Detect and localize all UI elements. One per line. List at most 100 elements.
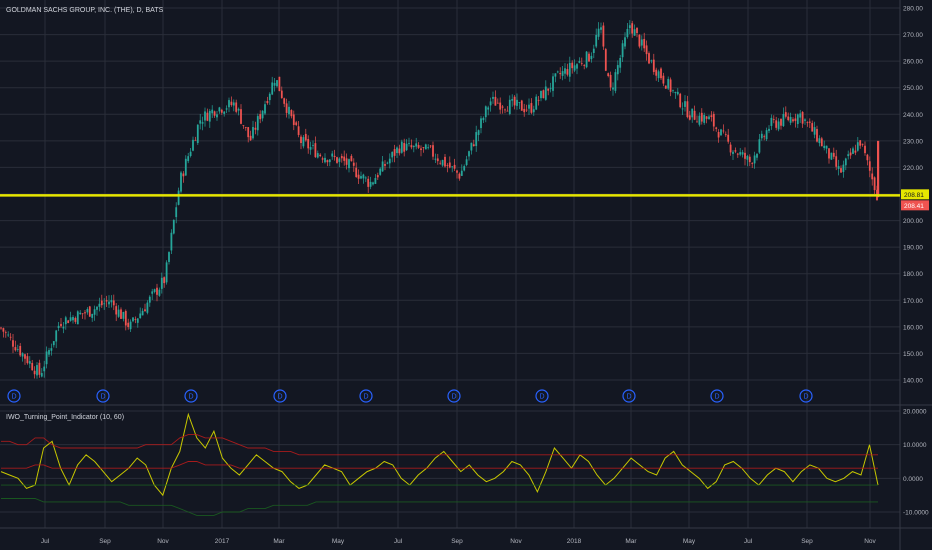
candle-body [189,151,192,157]
dividend-marker[interactable] [710,389,724,403]
candle-body [110,300,113,303]
candle-body [182,173,185,177]
candle-body [854,150,857,153]
candle-body [244,127,247,128]
candle-body [139,313,142,319]
candle-body [396,147,398,153]
candle-body [9,336,12,338]
price-tick-label: 270.00 [903,32,923,39]
candle-body [489,101,492,106]
candle-body [556,71,559,73]
candle-body [782,114,785,127]
candle-body [672,90,674,92]
candle-body [424,144,427,150]
candle-body [808,121,811,123]
candle-body [100,300,103,306]
candle-body [252,127,254,139]
candle-body [172,219,175,234]
candle-body [96,306,98,310]
candle-body [129,321,132,330]
price-badge-yellow [901,189,929,200]
candle-body [523,108,526,113]
candle-body [369,181,372,187]
candle-body [192,139,194,151]
candle-body [686,101,689,118]
candle-body [328,159,331,163]
candle-body [364,177,367,179]
candle-body [408,143,410,144]
candle-body [7,334,10,336]
price-candles [0,20,880,379]
time-axis: Jul Sep Nov 2017 Mar May Jul Sep Nov 2018 Mar May Ju… [41,538,877,545]
dividend-marker[interactable] [273,389,287,403]
price-tick-label: 240.00 [903,112,923,119]
candle-body [429,145,432,147]
candle-body [583,64,586,66]
price-badges: 208.81 208.41 [901,189,929,211]
candle-body [134,319,137,320]
candle-body [218,107,221,112]
candle-body [434,158,437,160]
candle-body [367,178,370,187]
candle-body [640,39,643,46]
candle-body [417,145,420,148]
candle-body [600,27,602,30]
candle-body [403,143,406,152]
time-tick-label: May [332,538,345,545]
candle-body [256,116,259,131]
price-tick-label: 160.00 [903,324,923,331]
candle-body [492,96,494,99]
dividend-marker[interactable] [96,389,110,403]
dividend-marker[interactable] [7,389,21,403]
candle-body [304,133,307,141]
dividend-marker[interactable] [359,389,373,403]
candle-body [50,348,53,351]
dividend-marker[interactable] [622,389,636,403]
dividend-marker[interactable] [799,389,813,403]
candle-body [852,148,854,154]
candle-body [657,71,660,79]
candle-body [444,156,446,167]
candle-body [676,91,679,95]
candle-body [427,147,430,149]
candle-body [326,160,329,163]
candle-body [799,113,802,118]
candle-body [211,109,214,114]
dividend-marker-label: D [451,394,456,401]
candle-body [496,102,499,104]
candle-body [626,28,629,38]
candle-body [504,109,506,111]
candle-body [48,350,50,355]
candle-body [69,317,72,321]
dividend-marker[interactable] [535,389,549,403]
candle-body [302,137,305,147]
dividend-marker-label: D [277,394,282,401]
candle-body [866,154,869,161]
candle-body [312,145,314,146]
candle-body [374,178,377,184]
candle-body [696,121,698,123]
candle-body [62,326,65,329]
candle-body [592,48,595,53]
candle-body [91,313,94,318]
candle-body [612,87,614,90]
candle-body [331,153,334,157]
candle-body [705,116,708,119]
candle-body [2,328,5,332]
candle-body [398,148,401,154]
candle-body [487,107,490,110]
candle-body [76,311,79,325]
candle-body [513,96,516,106]
candle-body [842,164,845,173]
dividend-marker[interactable] [184,389,198,403]
candle-body [300,136,302,144]
candle-body [345,158,348,165]
dividend-marker[interactable] [447,389,461,403]
candle-body [621,43,624,58]
candle-body [26,356,29,364]
candle-body [379,168,382,175]
osc-tick-label: 20.0000 [903,409,927,416]
candle-body [297,126,300,135]
candle-body [199,120,202,124]
